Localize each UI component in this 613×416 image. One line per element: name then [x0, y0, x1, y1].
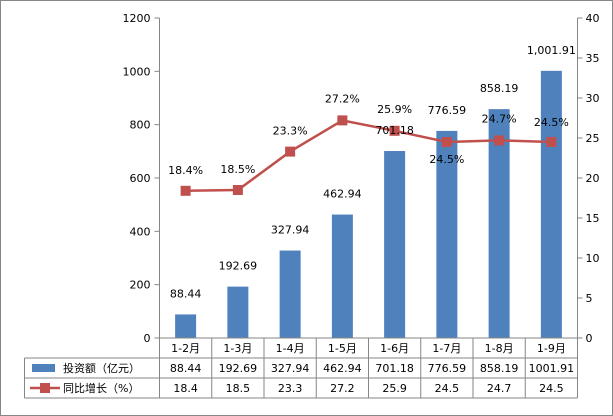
table-cell-investment: 327.94 — [271, 362, 310, 375]
bar — [227, 286, 249, 338]
line-point — [546, 137, 557, 147]
left-tick-label: 1000 — [123, 65, 151, 78]
left-tick-label: 1200 — [123, 12, 151, 25]
line-data-label: 18.4% — [168, 164, 203, 177]
left-tick-label: 400 — [130, 225, 151, 238]
line-data-label: 27.2% — [325, 92, 360, 105]
line-point — [180, 185, 191, 196]
left-tick-label: 0 — [144, 332, 151, 345]
table-cell-growth: 24.5 — [435, 382, 460, 395]
table-cell-growth: 24.7 — [487, 382, 512, 395]
bar-series — [175, 70, 562, 339]
right-tick-label: 35 — [586, 52, 600, 65]
right-tick-label: 40 — [586, 12, 600, 25]
table-cell-investment: 858.19 — [480, 362, 519, 375]
bar-data-label: 192.69 — [219, 260, 258, 273]
table-cell-growth: 24.5 — [539, 382, 564, 395]
table-cell-growth: 23.3 — [278, 382, 303, 395]
left-tick-label: 200 — [130, 279, 151, 292]
left-axis-ticks: 0 200 400 600 800 1000 1200 — [123, 12, 160, 345]
line-point — [232, 185, 243, 195]
line-series — [180, 115, 557, 196]
line-data-label: 24.5% — [534, 116, 569, 129]
bar — [175, 314, 197, 338]
category-label: 1-7月 — [432, 342, 461, 355]
table-cell-investment: 88.44 — [170, 362, 202, 375]
line-data-label: 18.5% — [220, 163, 255, 176]
legend-line-label: 同比增长（%） — [63, 381, 139, 395]
bar — [279, 250, 301, 338]
line-data-label: 25.9% — [377, 103, 412, 116]
bar-data-labels: 88.44 192.69 327.94 462.94 701.18 776.59 858.1… — [170, 44, 576, 301]
table-cell-investment: 192.69 — [219, 362, 258, 375]
bar — [384, 151, 406, 338]
bar-data-label: 858.19 — [480, 82, 519, 95]
right-tick-label: 20 — [586, 172, 600, 185]
line-data-labels: 18.4% 18.5% 23.3% 27.2% 25.9% 24.5% 24.7% 24.5% — [168, 92, 569, 176]
left-tick-label: 800 — [130, 119, 151, 132]
line-point — [337, 115, 348, 126]
bar — [540, 70, 562, 338]
table-cell-growth: 18.4 — [173, 382, 198, 395]
bar — [488, 109, 510, 339]
right-tick-label: 25 — [586, 132, 600, 145]
bar — [331, 214, 353, 338]
growth-line — [185, 119, 552, 193]
right-tick-label: 0 — [586, 332, 593, 345]
right-tick-label: 5 — [586, 292, 593, 305]
table-cell-investment: 1001.91 — [529, 362, 575, 375]
legend-bar-label: 投资额（亿元） — [63, 361, 140, 375]
right-tick-label: 30 — [586, 92, 600, 105]
bar-data-label: 701.18 — [375, 124, 414, 137]
legend-line-marker — [40, 383, 50, 393]
category-label: 1-5月 — [328, 342, 357, 355]
left-tick-label: 600 — [130, 172, 151, 185]
legend-bar-swatch — [32, 364, 55, 372]
category-label: 1-3月 — [223, 342, 252, 355]
right-tick-label: 15 — [586, 212, 600, 225]
category-label: 1-4月 — [276, 342, 305, 355]
line-data-label: 24.7% — [482, 112, 517, 125]
bar-data-label: 776.59 — [428, 104, 467, 117]
bar-data-label: 1,001.91 — [527, 44, 576, 57]
bar-data-label: 327.94 — [271, 224, 310, 237]
right-axis-ticks: 0 5 10 15 20 25 30 35 40 — [577, 12, 600, 345]
table-cell-growth: 18.5 — [226, 382, 251, 395]
category-label: 1-8月 — [485, 342, 514, 355]
category-label: 1-2月 — [171, 342, 200, 355]
line-point — [389, 125, 400, 136]
line-data-label: 24.5% — [429, 153, 464, 166]
line-point — [285, 146, 296, 157]
table-cell-investment: 776.59 — [428, 362, 467, 375]
line-data-label: 23.3% — [273, 125, 308, 138]
bar-data-label: 462.94 — [323, 188, 362, 201]
table-cell-growth: 25.9 — [382, 382, 407, 395]
table-cell-investment: 462.94 — [323, 362, 362, 375]
table-cell-growth: 27.2 — [330, 382, 355, 395]
table-cell-investment: 701.18 — [375, 362, 414, 375]
line-point — [494, 135, 505, 146]
category-label: 1-6月 — [380, 342, 409, 355]
category-label: 1-9月 — [537, 342, 566, 355]
right-tick-label: 10 — [586, 252, 600, 265]
bar-data-label: 88.44 — [170, 287, 202, 300]
line-point — [441, 137, 452, 147]
bar — [436, 130, 458, 338]
